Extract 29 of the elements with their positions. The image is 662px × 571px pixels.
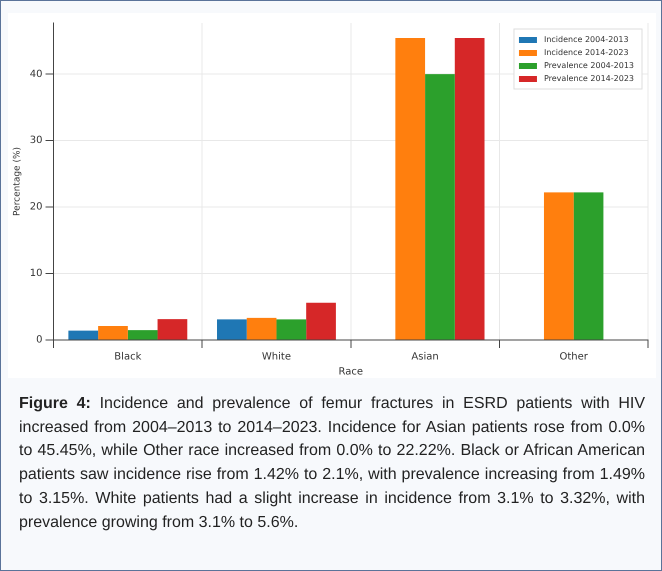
x-tick-label: Black [114, 352, 142, 363]
bar [574, 192, 604, 340]
bar [98, 326, 128, 340]
bar [68, 330, 98, 340]
bar [306, 302, 336, 340]
y-tick-label: 0 [36, 334, 43, 346]
bar [454, 38, 485, 340]
y-tick-label: 40 [30, 68, 43, 80]
caption: Figure 4: Incidence and prevalence of femur fractures in ESRD patients with HIV increased from 2004–2013 to 2014–2023. Incidence for Asian patients rose from 0.0% to 45.45%, while Other race increased from 0.0% to 22.22%. Black or African American patients saw incidence rise from 1.42% to 2.1%, with prevalence increasing from 1.49% to 3.15%. White patients had a slight increase in incidence from 3.1% to 3.32%, with prevalence growing from 3.1% to 5.6%. [19, 395, 645, 531]
y-tick-label: 30 [30, 135, 43, 146]
bar [217, 319, 247, 340]
bar [246, 318, 276, 340]
x-tick-label: Asian [411, 352, 439, 363]
bar [276, 319, 306, 340]
x-tick-label: White [262, 352, 291, 363]
x-axis-title: Race [338, 366, 364, 378]
y-tick-label: 10 [30, 268, 43, 280]
bar [544, 192, 574, 340]
bar [158, 319, 188, 340]
legend-label: Incidence 2004-2013 [544, 35, 629, 44]
bar [425, 74, 455, 340]
x-tick-label: Other [559, 352, 589, 363]
bar [128, 330, 158, 340]
legend-label: Prevalence 2014-2023 [544, 74, 634, 84]
bar [395, 38, 426, 340]
y-axis-title: Percentage (%) [12, 146, 23, 216]
legend-label: Incidence 2014-2023 [544, 48, 629, 58]
y-tick-label: 20 [30, 202, 43, 213]
legend-label: Prevalence 2004-2013 [544, 61, 634, 70]
